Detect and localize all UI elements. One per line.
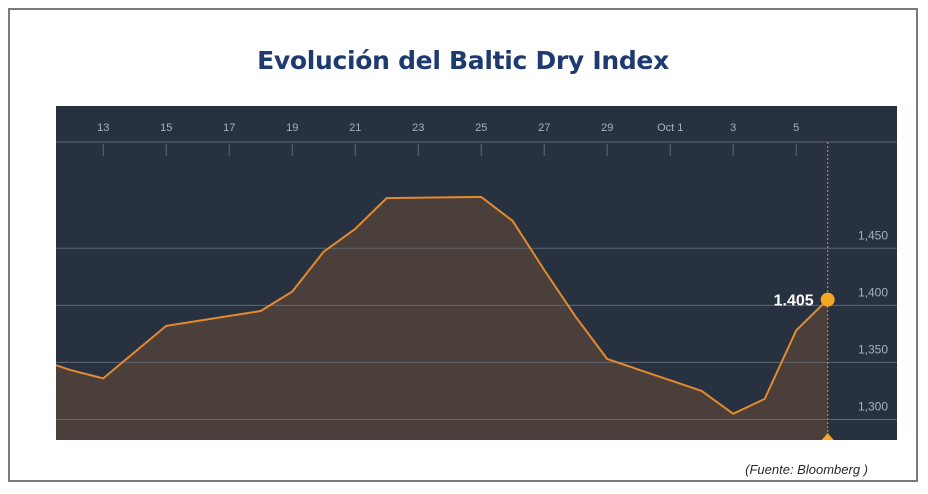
chart-title: Evolución del Baltic Dry Index	[257, 46, 669, 75]
crosshair-pointer	[821, 433, 834, 440]
source-note: (Fuente: Bloomberg )	[745, 462, 868, 477]
x-tick-label: 3	[730, 122, 736, 134]
x-tick-label: 29	[601, 122, 613, 134]
x-tick-label: 5	[793, 122, 799, 134]
highlight-label: 1.405	[774, 293, 814, 310]
y-tick-label: 1,350	[858, 342, 888, 356]
x-tick-label: 25	[475, 122, 487, 134]
highlight-point	[820, 292, 835, 307]
series-area	[56, 196, 828, 440]
x-tick-label: 23	[412, 122, 424, 134]
chart-area: 13 15 17 19 21 23 25 27 29 Oct 1 3 5 1,450 1,400 1,350…	[56, 106, 897, 440]
y-tick-label: 1,300	[858, 399, 888, 413]
x-tick-label: 21	[349, 122, 361, 134]
x-tick-label: 13	[97, 122, 109, 134]
chart-svg: 13 15 17 19 21 23 25 27 29 Oct 1 3 5 1,450 1,400 1,350…	[56, 106, 897, 440]
y-tick-label: 1,450	[858, 228, 888, 242]
x-tick-label: 27	[538, 122, 550, 134]
x-tick-label: 15	[160, 122, 172, 134]
y-tick-label: 1,400	[858, 285, 888, 299]
x-tick-label: Oct 1	[657, 122, 683, 134]
x-tick-label: 19	[286, 122, 298, 134]
x-tick-label: 17	[223, 122, 235, 134]
chart-frame: Evolución del Baltic Dry Index 13 15 17 19 2…	[8, 8, 918, 482]
series-line	[56, 195, 829, 415]
